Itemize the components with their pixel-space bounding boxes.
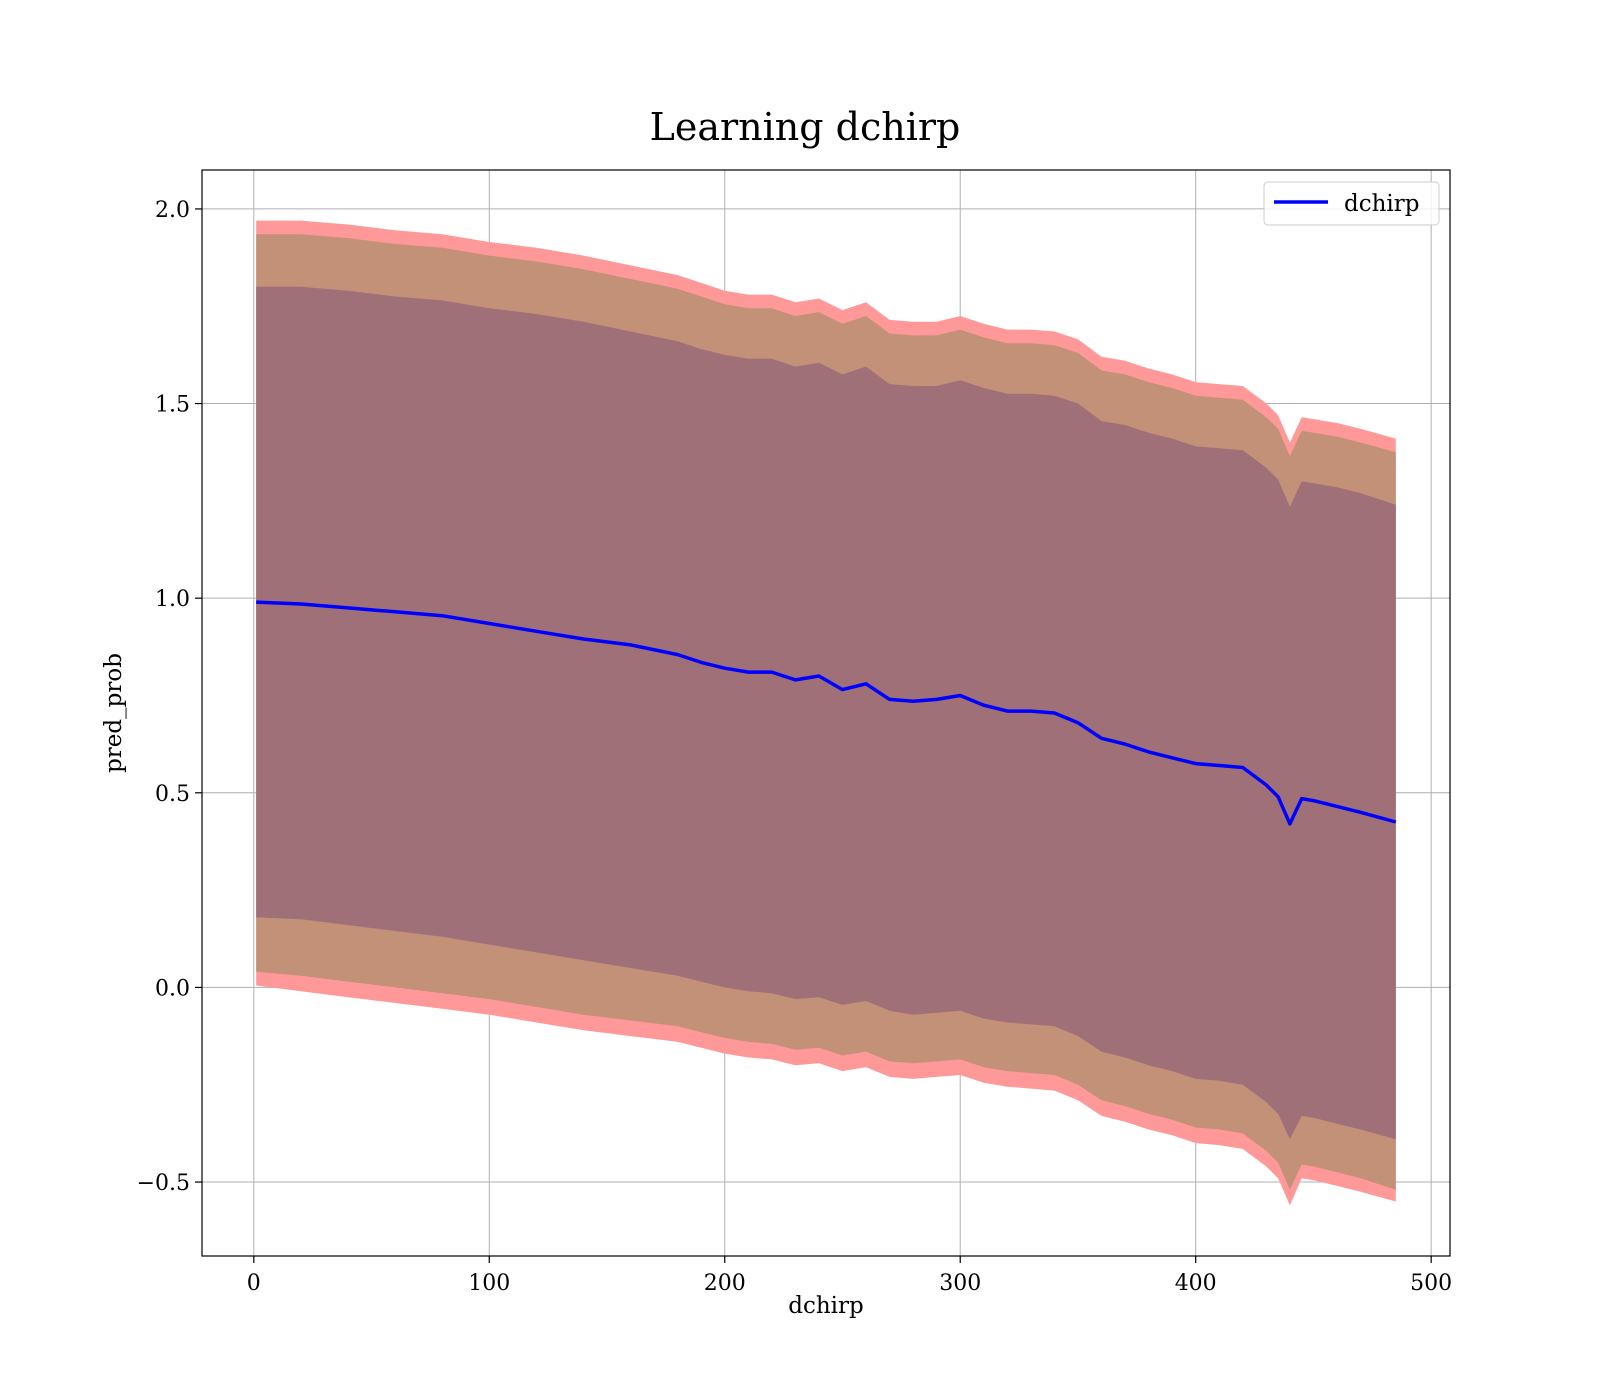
x-tick-label: 400 [1175, 1271, 1217, 1296]
x-tick-label: 0 [247, 1271, 261, 1296]
series-lines [256, 600, 1397, 826]
series-line-dchirp [256, 600, 1397, 826]
y-tick-label: −0.5 [137, 1171, 190, 1196]
chart-title: Learning dchirp [650, 105, 961, 149]
legend-box [1263, 181, 1440, 226]
y-tick-label: 1.5 [155, 393, 190, 418]
x-tick-label: 300 [939, 1271, 981, 1296]
x-axis-label: dchirp [788, 1293, 864, 1319]
y-tick-label: 1.0 [155, 587, 190, 612]
y-tick-label: 0.0 [155, 976, 190, 1001]
legend: dchirp [1263, 181, 1440, 226]
y-axis-label: pred_prob [101, 653, 127, 773]
y-tick-label: 2.0 [155, 198, 190, 223]
legend-entry: dchirp [1344, 191, 1420, 217]
x-axis-ticks: 0 100 200 300 400 500 [247, 1256, 1452, 1296]
plot-frame [201, 169, 1451, 1257]
x-tick-label: 500 [1410, 1271, 1452, 1296]
confidence-bands [256, 220, 1396, 1206]
y-tick-label: 0.5 [155, 782, 190, 807]
y-axis-ticks: −0.5 0.0 0.5 1.0 1.5 2.0 [137, 198, 202, 1196]
x-tick-label: 200 [704, 1271, 746, 1296]
band-inner [256, 286, 1396, 1140]
x-tick-label: 100 [468, 1271, 510, 1296]
